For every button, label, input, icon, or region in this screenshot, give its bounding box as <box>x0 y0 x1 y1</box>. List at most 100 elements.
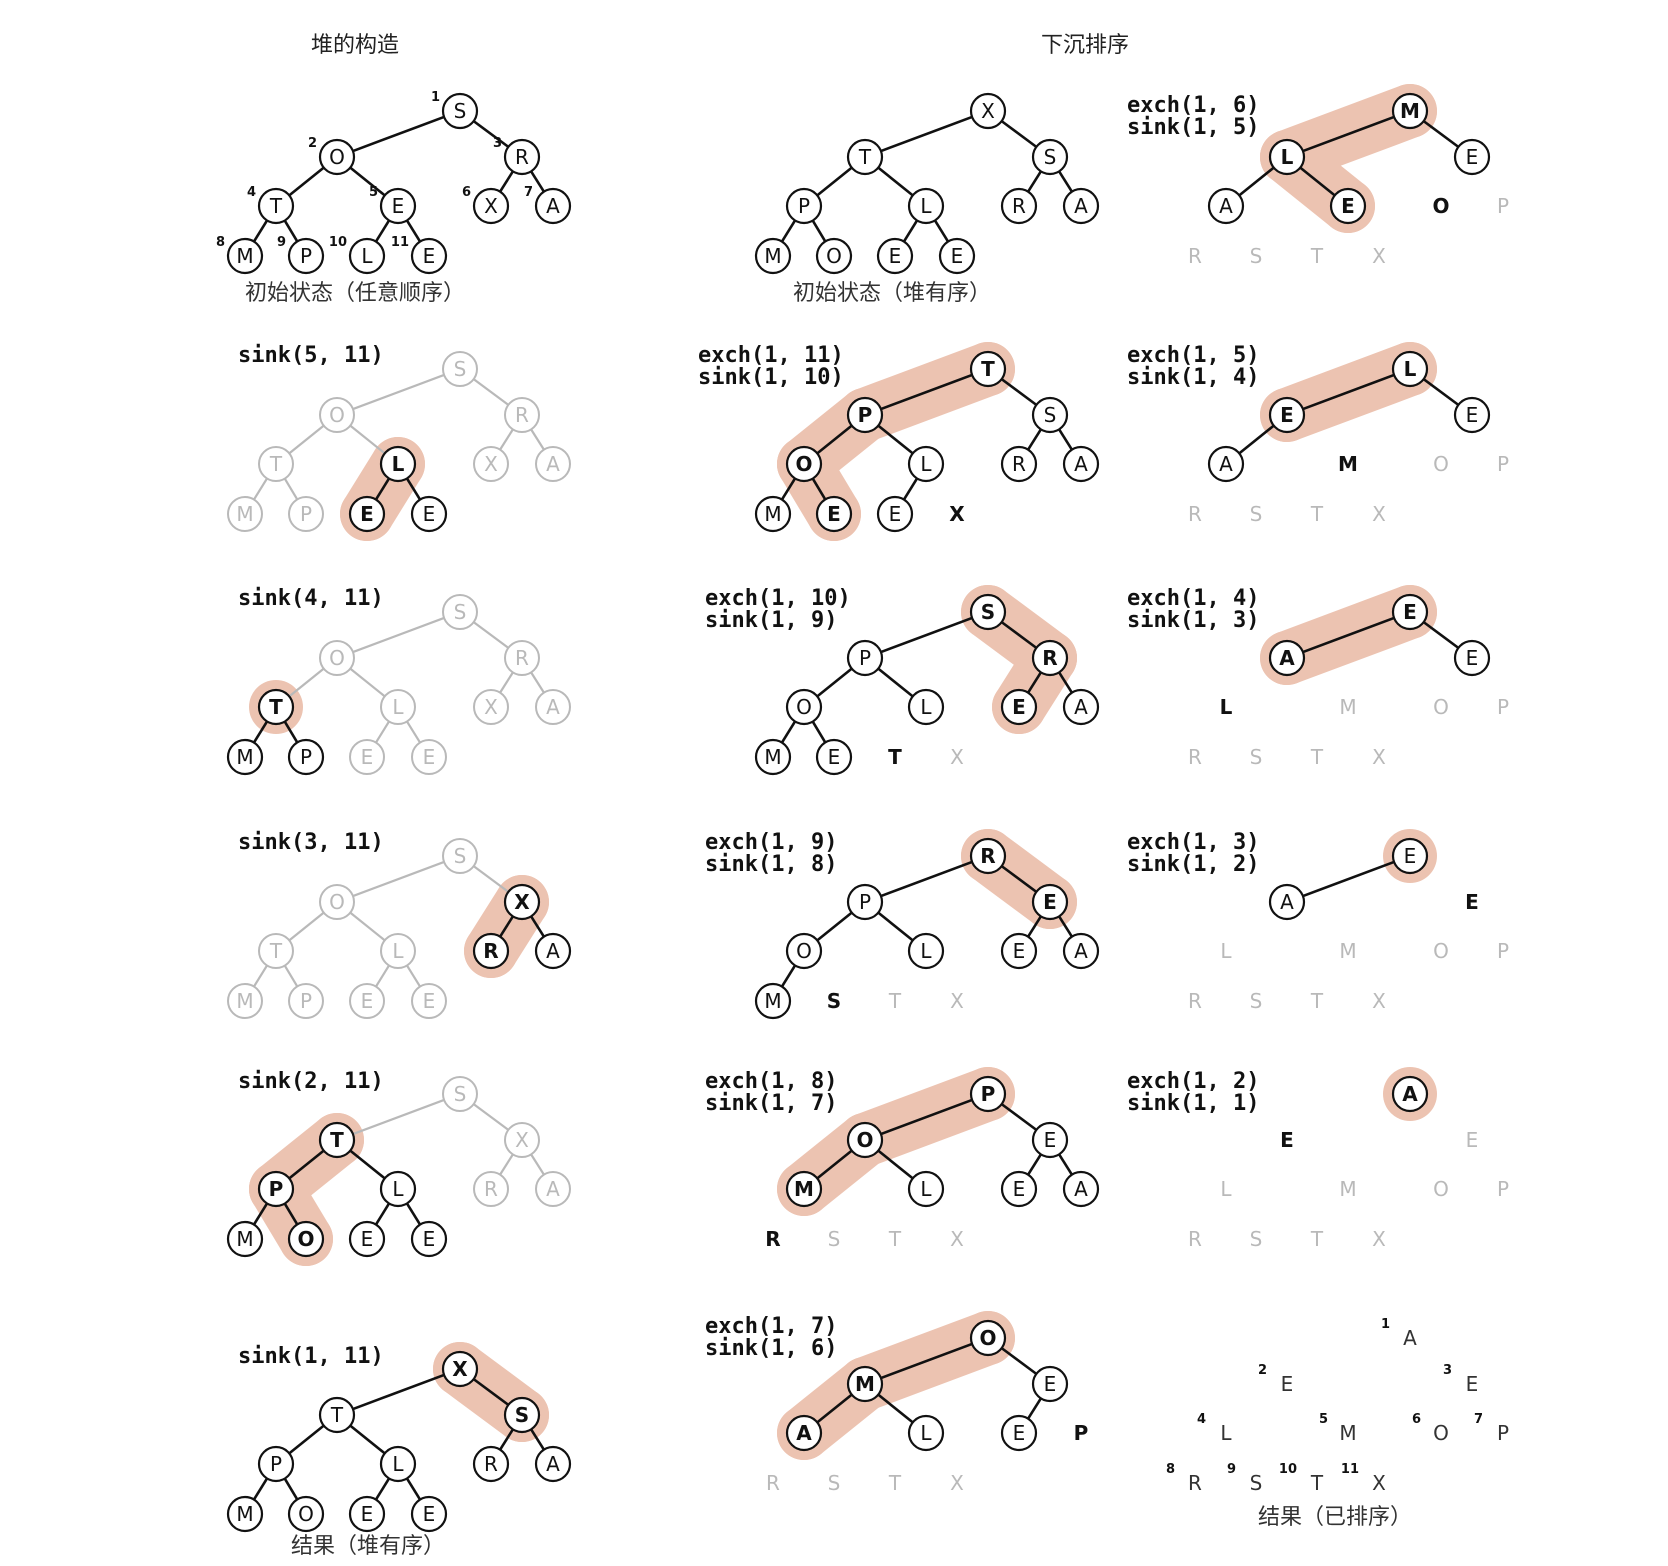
build-b5-node-key: S <box>515 1403 529 1427</box>
build-b2-edge <box>530 671 545 694</box>
sort-s8-sorted-key: S <box>1250 745 1263 769</box>
sort-s6-node-circle <box>1268 138 1306 176</box>
build-b2-node-key: E <box>361 745 374 769</box>
sort-s1-node-key: A <box>1074 452 1088 476</box>
sort-s1-node-key: M <box>764 502 781 526</box>
build-b2-node-circle <box>226 738 264 776</box>
sort-s1-op-line: sink(1, 10) <box>698 365 844 390</box>
build-b4-edge <box>283 1202 299 1226</box>
sort-s8-node-circle <box>1453 639 1491 677</box>
build-b3-node-key: M <box>236 989 253 1013</box>
build-b2-edge <box>349 667 386 698</box>
sort-s1-node-circle <box>1062 445 1100 483</box>
sort-s0-node-key: E <box>889 244 902 268</box>
sort-s1-node-circle <box>969 350 1007 388</box>
build-b3-edge <box>283 965 299 987</box>
build-b0-index-label: 11 <box>391 235 409 250</box>
build-b2-node-key: P <box>300 745 312 769</box>
build-b0-node-key: L <box>361 244 373 268</box>
build-b0-index-label: 9 <box>277 235 286 250</box>
sort-s6-sorted-key: O <box>1432 194 1449 218</box>
build-b2-op-line: sink(4, 11) <box>238 586 384 611</box>
build-b2-panel: sink(4, 11) S O R T L X A M P E E <box>226 586 571 776</box>
sort-s0-node-circle <box>969 92 1007 130</box>
sort-s1-node-circle <box>1000 445 1038 483</box>
build-b2-node-circle <box>442 594 478 630</box>
build-b1-node-key: A <box>546 452 560 476</box>
sort-s0-node-key: L <box>920 194 932 218</box>
sort-s11-index-label: 11 <box>1341 1462 1359 1477</box>
build-b3-edge <box>406 964 421 988</box>
build-b2-node-key: E <box>423 745 436 769</box>
sort-s5-op-line: exch(1, 7) <box>705 1314 837 1339</box>
sort-s1-node-key: R <box>1012 452 1026 476</box>
sort-s0-edge <box>1057 170 1074 193</box>
build-b1-node-key: S <box>454 357 467 381</box>
build-b0-node-key: R <box>515 145 529 169</box>
sort-s3-node-key: E <box>1013 939 1026 963</box>
build-b5-node-key: L <box>392 1452 404 1476</box>
build-b4-node-circle <box>473 1171 509 1207</box>
build-b0-index-label: 5 <box>369 185 378 200</box>
build-b0-edge <box>374 219 391 243</box>
sort-s8-sorted-key: X <box>1372 745 1386 769</box>
sort-s8-edge <box>1302 616 1395 654</box>
sort-s0-node-key: A <box>1074 194 1088 218</box>
build-b5-node-key: E <box>423 1502 436 1526</box>
sort-s11-index-label: 8 <box>1166 1462 1175 1477</box>
sort-s1-op-line: exch(1, 11) <box>698 343 844 368</box>
sort-s8-op-line: sink(1, 3) <box>1127 608 1259 633</box>
sort-s11-sorted-key: X <box>1372 1471 1386 1495</box>
build-b3-node-circle <box>258 933 294 969</box>
sort-s11-sorted-key: M <box>1339 1421 1356 1445</box>
sort-s2-node-key: M <box>764 745 781 769</box>
sort-s1-panel: exch(1, 11)sink(1, 10) T P S O L R A M E E X <box>698 342 1100 541</box>
build-b3-node-circle <box>349 983 385 1019</box>
sort-s10-node-circle <box>1391 1075 1429 1113</box>
sort-s1-node-circle <box>907 445 945 483</box>
sort-s9-sorted-key: S <box>1250 989 1263 1013</box>
sort-s10-sorted-key: E <box>1466 1128 1479 1152</box>
sort-s4-panel: exch(1, 8)sink(1, 7) P O E M L E A R S T X <box>705 1067 1100 1251</box>
sort-s2-panel: exch(1, 10)sink(1, 9) S P R O L E A M E T X <box>705 585 1100 776</box>
sort-s6-node-key: E <box>1466 145 1479 169</box>
sort-s11-sorted-key: A <box>1403 1326 1417 1350</box>
build-b4-op-line: sink(2, 11) <box>238 1069 384 1094</box>
build-b5-node-circle <box>348 1495 386 1533</box>
sort-s5-node-key: O <box>979 1326 996 1350</box>
sort-s5-sorted-key: S <box>828 1471 841 1495</box>
sort-s11-panel: A E E L M O P R S T X 1 2 3 4 5 6 7 8 9 10 11 <box>1166 1317 1509 1495</box>
sort-s7-panel: exch(1, 5)sink(1, 4) L E E A M O P R S T X <box>1127 342 1509 526</box>
build-b3-edge <box>529 915 546 938</box>
build-b2-node-key: X <box>484 695 498 719</box>
build-b0-node-circle <box>441 92 479 130</box>
sort-s3-node-circle <box>754 982 792 1020</box>
sort-s0-edge <box>1000 120 1038 148</box>
sort-s2-edge <box>877 667 914 698</box>
sort-s9-node-key: A <box>1280 890 1294 914</box>
sort-s2-edge <box>816 667 853 698</box>
sort-s10-sorted-key: T <box>1310 1227 1324 1251</box>
sort-s1-edge <box>1026 428 1043 451</box>
build-b5-node-circle <box>503 1396 541 1434</box>
build-b5-op-line: sink(1, 11) <box>238 1344 384 1369</box>
sort-s0-node-key: E <box>951 244 964 268</box>
build-b3-node-key: E <box>361 989 374 1013</box>
build-b4-node-key: P <box>269 1177 284 1201</box>
sort-s4-op-line: exch(1, 8) <box>705 1069 837 1094</box>
build-b3-node-key: A <box>546 939 560 963</box>
sort-s7-edge <box>1422 378 1460 406</box>
build-b0-index-label: 4 <box>247 185 256 200</box>
sort-s0-edge <box>811 219 827 243</box>
build-b1-edge <box>472 378 510 406</box>
sort-s2-edge <box>780 720 797 744</box>
sort-s9-sorted-key: E <box>1465 890 1479 914</box>
build-b3-edge <box>352 860 445 898</box>
sort-s8-panel: exch(1, 4)sink(1, 3) E A E L M O P R S T X <box>1127 585 1509 769</box>
build-b0-edge <box>405 219 422 243</box>
sort-s3-edge <box>1000 865 1038 893</box>
sort-s4-node-key: L <box>920 1177 932 1201</box>
sort-s6-edge <box>1299 166 1336 197</box>
sort-s4-node-key: P <box>981 1082 996 1106</box>
build-b4-node-circle <box>504 1122 540 1158</box>
